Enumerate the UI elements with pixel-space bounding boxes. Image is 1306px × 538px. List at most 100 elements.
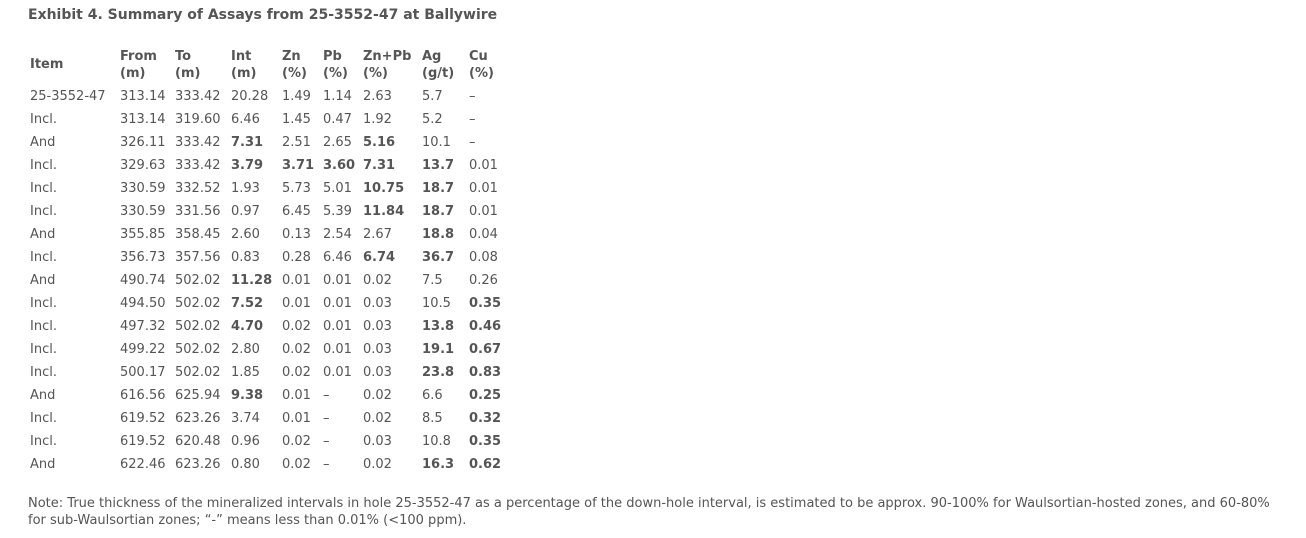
cell: 0.83 — [231, 249, 260, 265]
cell: 0.01 — [323, 295, 352, 311]
cell: 1.45 — [282, 111, 311, 127]
cell: 8.5 — [422, 410, 443, 426]
cell: 330.59 — [120, 203, 166, 219]
cell: 0.01 — [282, 272, 311, 288]
cell: 622.46 — [120, 456, 166, 472]
cell: 0.62 — [469, 456, 502, 472]
cell: Incl. — [30, 410, 57, 426]
cell: 2.51 — [282, 134, 311, 150]
cell: 313.14 — [120, 88, 166, 104]
header-cell: (m) — [175, 65, 201, 81]
header-cell: (%) — [363, 65, 388, 81]
cell: 0.01 — [323, 272, 352, 288]
cell: 10.5 — [422, 295, 451, 311]
cell: 326.11 — [120, 134, 166, 150]
cell: 355.85 — [120, 226, 166, 242]
cell: 10.75 — [363, 180, 405, 196]
cell: Incl. — [30, 249, 57, 265]
cell: 490.74 — [120, 272, 166, 288]
cell: 7.31 — [231, 134, 264, 150]
cell: 0.01 — [282, 387, 311, 403]
cell: And — [30, 226, 56, 242]
cell: 0.01 — [282, 295, 311, 311]
cell: 0.67 — [469, 341, 502, 357]
cell: 5.7 — [422, 88, 443, 104]
cell: 0.03 — [363, 341, 392, 357]
cell: 0.25 — [469, 387, 502, 403]
header-cell: Int — [231, 48, 252, 64]
cell: 329.63 — [120, 157, 166, 173]
cell: 5.16 — [363, 134, 396, 150]
header-cell: (m) — [231, 65, 257, 81]
cell: 3.60 — [323, 157, 356, 173]
cell: 20.28 — [231, 88, 269, 104]
cell: 502.02 — [175, 318, 221, 334]
cell: 0.01 — [282, 410, 311, 426]
cell: 1.92 — [363, 111, 392, 127]
cell: 0.03 — [363, 433, 392, 449]
cell: 4.70 — [231, 318, 264, 334]
cell: 6.45 — [282, 203, 311, 219]
cell: 0.01 — [323, 318, 352, 334]
cell: 1.14 — [323, 88, 352, 104]
cell: 10.1 — [422, 134, 451, 150]
header-cell: (%) — [323, 65, 348, 81]
header-cell: (%) — [282, 65, 307, 81]
cell: And — [30, 456, 56, 472]
cell: 0.01 — [323, 341, 352, 357]
cell: – — [469, 111, 476, 127]
header-cell: Cu — [469, 48, 488, 64]
cell: – — [469, 134, 476, 150]
cell: 23.8 — [422, 364, 455, 380]
cell: 0.03 — [363, 295, 392, 311]
cell: 0.02 — [363, 410, 392, 426]
cell: 13.8 — [422, 318, 455, 334]
cell: 0.02 — [282, 318, 311, 334]
cell: – — [323, 433, 330, 449]
cell: 0.47 — [323, 111, 352, 127]
cell: 0.96 — [231, 433, 260, 449]
cell: 2.65 — [323, 134, 352, 150]
cell: 1.85 — [231, 364, 260, 380]
cell: 357.56 — [175, 249, 221, 265]
cell: 7.31 — [363, 157, 396, 173]
cell: – — [323, 387, 330, 403]
cell: 356.73 — [120, 249, 166, 265]
cell: Incl. — [30, 111, 57, 127]
cell: 0.32 — [469, 410, 502, 426]
cell: 3.71 — [282, 157, 315, 173]
cell: 25-3552-47 — [30, 88, 106, 104]
cell: – — [323, 456, 330, 472]
cell: 0.01 — [323, 364, 352, 380]
cell: 616.56 — [120, 387, 166, 403]
cell: 502.02 — [175, 364, 221, 380]
cell: And — [30, 387, 56, 403]
cell: 2.54 — [323, 226, 352, 242]
header-cell: Item — [30, 56, 64, 72]
header-cell: Zn+Pb — [363, 48, 412, 64]
cell: 497.32 — [120, 318, 166, 334]
cell: 16.3 — [422, 456, 455, 472]
cell: 5.2 — [422, 111, 443, 127]
note: Note: True thickness of the mineralized … — [28, 496, 1270, 528]
cell: 625.94 — [175, 387, 221, 403]
cell: 18.7 — [422, 203, 455, 219]
header-cell: To — [175, 48, 192, 64]
header-cell: Zn — [282, 48, 301, 64]
cell: 0.80 — [231, 456, 260, 472]
cell: 0.02 — [282, 341, 311, 357]
cell: Incl. — [30, 341, 57, 357]
cell: 333.42 — [175, 157, 221, 173]
cell: 10.8 — [422, 433, 451, 449]
cell: 619.52 — [120, 433, 166, 449]
cell: 0.02 — [363, 387, 392, 403]
cell: 313.14 — [120, 111, 166, 127]
cell: 7.5 — [422, 272, 443, 288]
cell: 0.46 — [469, 318, 502, 334]
cell: Incl. — [30, 180, 57, 196]
cell: 0.03 — [363, 364, 392, 380]
cell: 5.39 — [323, 203, 352, 219]
cell: 3.79 — [231, 157, 264, 173]
cell: 0.83 — [469, 364, 502, 380]
cell: 1.49 — [282, 88, 311, 104]
